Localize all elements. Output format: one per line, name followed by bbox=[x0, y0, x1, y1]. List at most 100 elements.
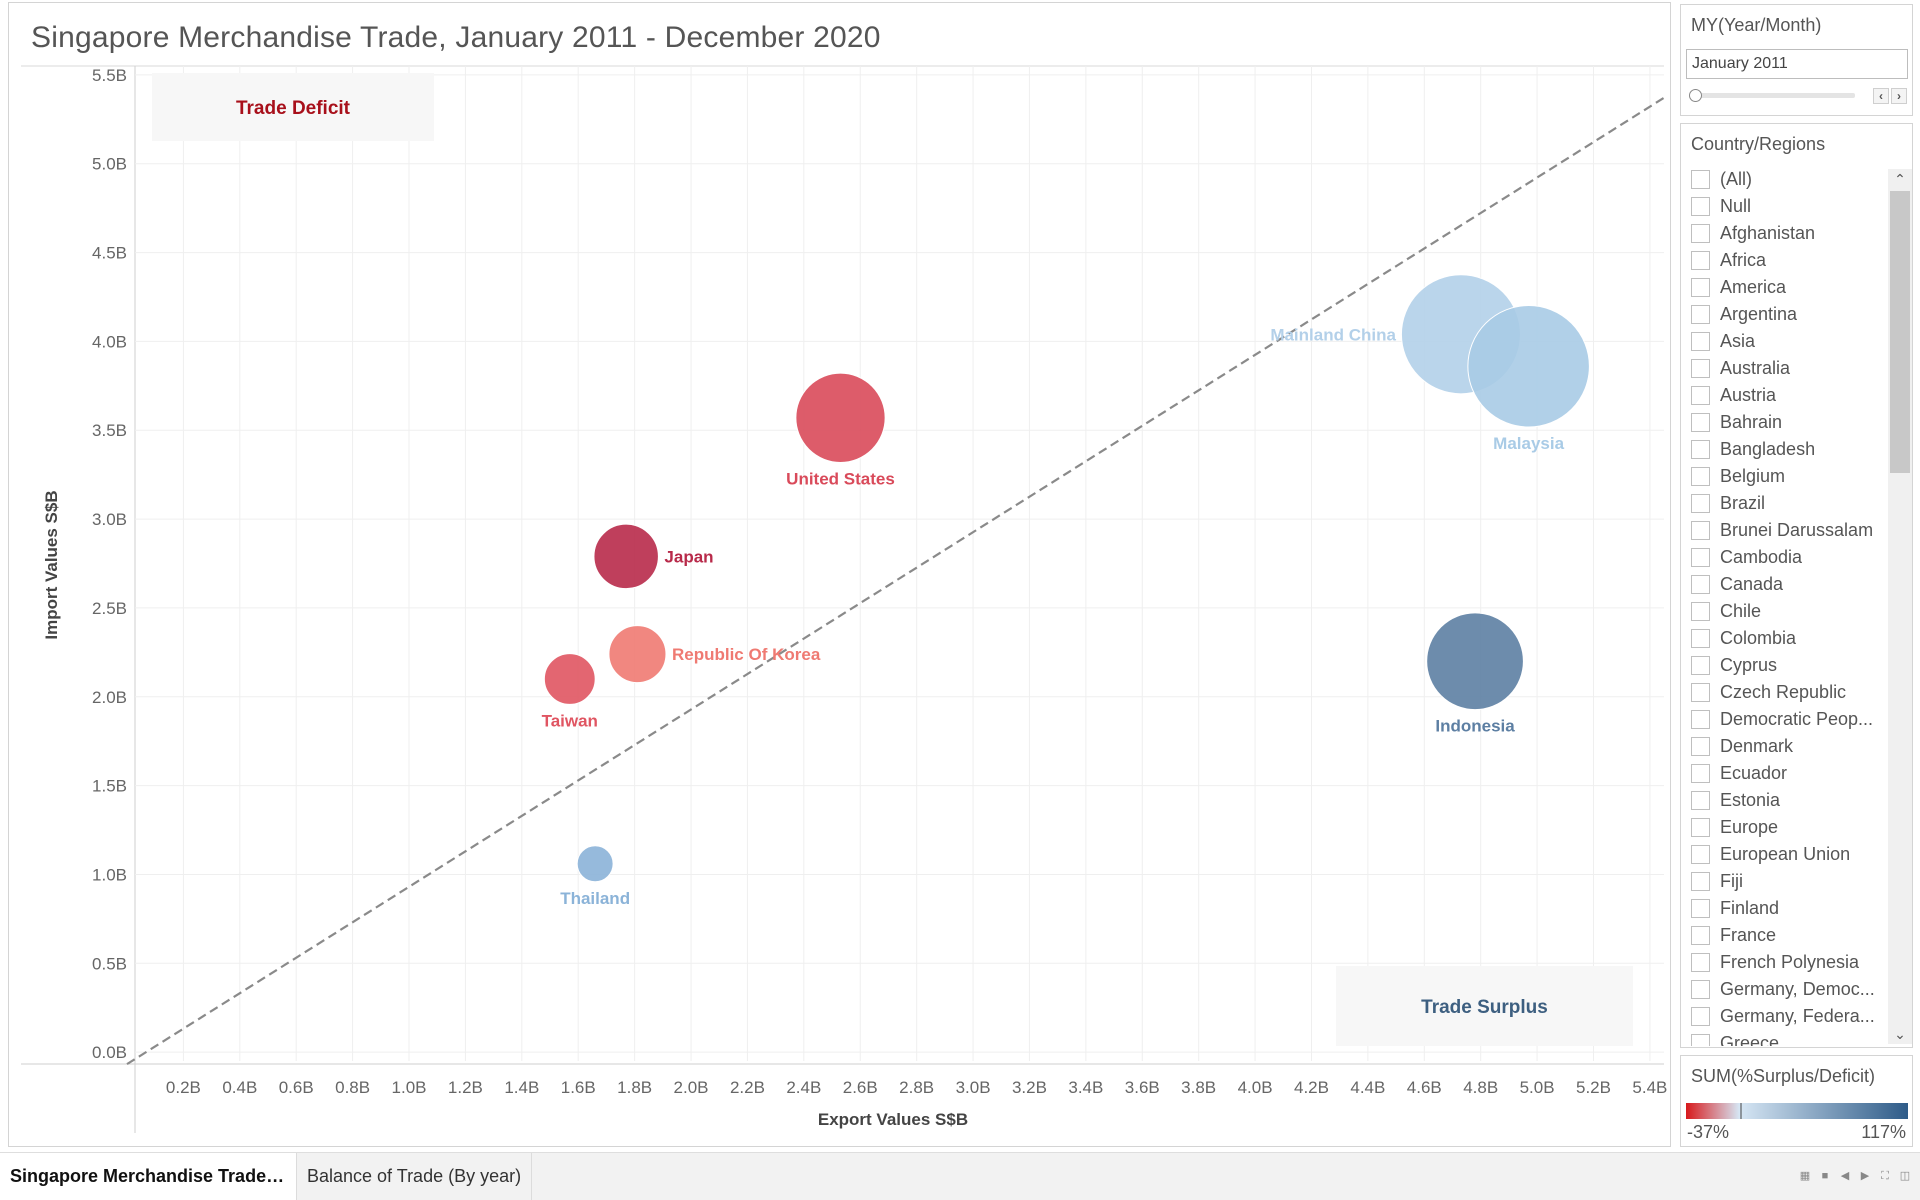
checkbox-icon[interactable] bbox=[1691, 278, 1710, 297]
prev-sheet-icon[interactable]: ◀ bbox=[1840, 1170, 1850, 1182]
country-item[interactable]: Czech Republic bbox=[1681, 679, 1886, 706]
checkbox-icon[interactable] bbox=[1691, 305, 1710, 324]
checkbox-icon[interactable] bbox=[1691, 602, 1710, 621]
country-label: Canada bbox=[1720, 574, 1784, 594]
checkbox-icon[interactable] bbox=[1691, 656, 1710, 675]
country-item[interactable]: Belgium bbox=[1681, 463, 1886, 490]
scroll-down-icon[interactable]: ⌄ bbox=[1894, 1026, 1906, 1042]
bubble-indonesia[interactable] bbox=[1426, 612, 1524, 711]
legend-max-label: 117% bbox=[1861, 1122, 1906, 1142]
month-slider-thumb[interactable] bbox=[1689, 89, 1702, 102]
checkbox-icon[interactable] bbox=[1691, 899, 1710, 918]
checkbox-icon[interactable] bbox=[1691, 575, 1710, 594]
color-legend-panel: SUM(%Surplus/Deficit) -37% 117% bbox=[1680, 1055, 1913, 1147]
bubble-japan[interactable] bbox=[593, 523, 659, 590]
checkbox-icon[interactable] bbox=[1691, 440, 1710, 459]
checkbox-icon[interactable] bbox=[1691, 629, 1710, 648]
bubble-united-states[interactable] bbox=[795, 372, 886, 463]
checkbox-icon[interactable] bbox=[1691, 332, 1710, 351]
country-item[interactable]: Ecuador bbox=[1681, 760, 1886, 787]
country-item[interactable]: Asia bbox=[1681, 328, 1886, 355]
checkbox-icon[interactable] bbox=[1691, 872, 1710, 891]
present-icon[interactable]: ◫ bbox=[1899, 1170, 1911, 1182]
checkbox-icon[interactable] bbox=[1691, 224, 1710, 243]
y-tick-label: 0.0B bbox=[92, 1043, 127, 1062]
scroll-up-icon[interactable]: ⌃ bbox=[1894, 171, 1906, 187]
prev-month-button[interactable]: ‹ bbox=[1873, 88, 1889, 104]
checkbox-icon[interactable] bbox=[1691, 737, 1710, 756]
tab-trade-scatter[interactable]: Singapore Merchandise Trade,... bbox=[0, 1153, 296, 1200]
country-item[interactable]: Cambodia bbox=[1681, 544, 1886, 571]
grid-view-icon[interactable]: ▦ bbox=[1799, 1170, 1811, 1182]
annotation-box bbox=[152, 73, 434, 141]
month-input[interactable]: January 2011 bbox=[1686, 49, 1908, 79]
filmstrip-icon[interactable]: ■ bbox=[1821, 1170, 1829, 1182]
checkbox-icon[interactable] bbox=[1691, 683, 1710, 702]
scroll-thumb[interactable] bbox=[1890, 191, 1910, 473]
country-item[interactable]: Canada bbox=[1681, 571, 1886, 598]
country-list-scrollbar[interactable]: ⌃ ⌄ bbox=[1888, 169, 1912, 1044]
checkbox-icon[interactable] bbox=[1691, 953, 1710, 972]
fullscreen-icon[interactable]: ⛶ bbox=[1881, 1170, 1889, 1182]
country-item[interactable]: Brazil bbox=[1681, 490, 1886, 517]
country-item[interactable]: Bangladesh bbox=[1681, 436, 1886, 463]
checkbox-icon[interactable] bbox=[1691, 251, 1710, 270]
bubble-republic-of-korea[interactable] bbox=[608, 625, 667, 684]
checkbox-icon[interactable] bbox=[1691, 764, 1710, 783]
country-item[interactable]: Democratic Peop... bbox=[1681, 706, 1886, 733]
country-item[interactable]: Chile bbox=[1681, 598, 1886, 625]
tab-balance-of-trade[interactable]: Balance of Trade (By year) bbox=[296, 1153, 533, 1200]
country-item[interactable]: Denmark bbox=[1681, 733, 1886, 760]
country-item[interactable]: (All) bbox=[1681, 166, 1886, 193]
checkbox-icon[interactable] bbox=[1691, 467, 1710, 486]
checkbox-icon[interactable] bbox=[1691, 710, 1710, 729]
country-item[interactable]: Bahrain bbox=[1681, 409, 1886, 436]
checkbox-icon[interactable] bbox=[1691, 197, 1710, 216]
bubble-thailand[interactable] bbox=[576, 845, 614, 883]
bubble-malaysia[interactable] bbox=[1467, 305, 1590, 428]
checkbox-icon[interactable] bbox=[1691, 359, 1710, 378]
country-item[interactable]: Finland bbox=[1681, 895, 1886, 922]
country-item[interactable]: Australia bbox=[1681, 355, 1886, 382]
bubble-taiwan[interactable] bbox=[543, 653, 596, 705]
y-tick-label: 5.5B bbox=[92, 66, 127, 85]
checkbox-icon[interactable] bbox=[1691, 386, 1710, 405]
country-label: Brazil bbox=[1720, 493, 1766, 513]
country-item[interactable]: French Polynesia bbox=[1681, 949, 1886, 976]
country-item[interactable]: European Union bbox=[1681, 841, 1886, 868]
checkbox-icon[interactable] bbox=[1691, 818, 1710, 837]
checkbox-icon[interactable] bbox=[1691, 980, 1710, 999]
country-item[interactable]: Germany, Democ... bbox=[1681, 976, 1886, 1003]
country-item[interactable]: Brunei Darussalam bbox=[1681, 517, 1886, 544]
country-item[interactable]: Germany, Federa... bbox=[1681, 1003, 1886, 1030]
checkbox-icon[interactable] bbox=[1691, 791, 1710, 810]
country-item[interactable]: Null bbox=[1681, 193, 1886, 220]
checkbox-icon[interactable] bbox=[1691, 413, 1710, 432]
checkbox-icon[interactable] bbox=[1691, 845, 1710, 864]
country-item[interactable]: Austria bbox=[1681, 382, 1886, 409]
checkbox-icon[interactable] bbox=[1691, 1034, 1710, 1046]
country-label: Australia bbox=[1720, 358, 1791, 378]
next-sheet-icon[interactable]: ▶ bbox=[1860, 1170, 1870, 1182]
bubble-chart[interactable]: Trade Deficit Trade Surplus 0.2B 0.4B 0.6B 0.… bbox=[9, 3, 1672, 1148]
checkbox-icon[interactable] bbox=[1691, 170, 1710, 189]
checkbox-icon[interactable] bbox=[1691, 548, 1710, 567]
country-item[interactable]: Cyprus bbox=[1681, 652, 1886, 679]
x-axis-title: Export Values S$B bbox=[818, 1110, 968, 1129]
checkbox-icon[interactable] bbox=[1691, 494, 1710, 513]
country-item[interactable]: Europe bbox=[1681, 814, 1886, 841]
month-slider-track[interactable] bbox=[1695, 93, 1855, 98]
country-item[interactable]: Greece bbox=[1681, 1030, 1886, 1046]
country-item[interactable]: France bbox=[1681, 922, 1886, 949]
country-item[interactable]: Afghanistan bbox=[1681, 220, 1886, 247]
country-item[interactable]: Estonia bbox=[1681, 787, 1886, 814]
country-item[interactable]: Africa bbox=[1681, 247, 1886, 274]
checkbox-icon[interactable] bbox=[1691, 521, 1710, 540]
checkbox-icon[interactable] bbox=[1691, 926, 1710, 945]
checkbox-icon[interactable] bbox=[1691, 1007, 1710, 1026]
country-item[interactable]: Argentina bbox=[1681, 301, 1886, 328]
country-item[interactable]: Fiji bbox=[1681, 868, 1886, 895]
country-item[interactable]: America bbox=[1681, 274, 1886, 301]
next-month-button[interactable]: › bbox=[1891, 88, 1907, 104]
country-item[interactable]: Colombia bbox=[1681, 625, 1886, 652]
